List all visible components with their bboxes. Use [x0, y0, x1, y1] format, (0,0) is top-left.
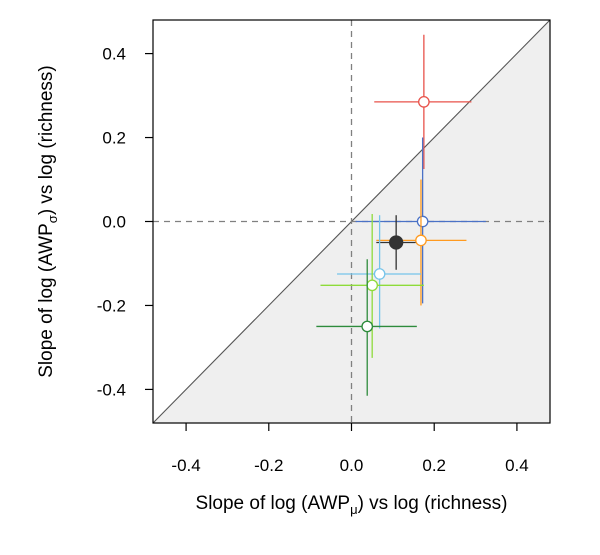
- data-point-group: [337, 215, 421, 329]
- x-tick-label: -0.4: [171, 456, 200, 475]
- data-point-group: [376, 215, 416, 270]
- data-point-group: [316, 259, 417, 396]
- x-axis-title-prefix: Slope of log (AWP: [196, 493, 351, 514]
- data-point-marker: [389, 235, 404, 250]
- y-tick-label: 0.0: [102, 213, 126, 232]
- x-axis-title: Slope of log (AWPμ) vs log (richness): [196, 493, 508, 517]
- data-point-marker: [418, 96, 430, 108]
- x-tick-label: 0.0: [340, 456, 364, 475]
- y-axis-title: Slope of log (AWPσ) vs log (richness): [36, 65, 60, 378]
- x-tick-label: 0.4: [505, 456, 529, 475]
- plot-area: [153, 20, 550, 423]
- data-point-marker: [416, 215, 429, 228]
- y-tick-label: -0.4: [97, 380, 126, 399]
- data-point-marker: [415, 234, 427, 247]
- x-tick-label: 0.2: [422, 456, 446, 475]
- y-tick-label: 0.4: [102, 45, 126, 64]
- axes: -0.4 -0.2 0.0 0.2 0.4 -0.4 -0.2 0.0 0.2 0.4: [97, 19, 551, 475]
- y-axis-title-prefix: Slope of log (AWP: [36, 223, 57, 378]
- x-axis-title-subscript: μ: [350, 502, 358, 517]
- y-tick-label: 0.2: [102, 129, 126, 148]
- y-axis-title-suffix: ) vs log (richness): [36, 65, 57, 215]
- data-point-group: [320, 213, 424, 358]
- x-tick-label: -0.2: [254, 456, 283, 475]
- data-point-group: [374, 34, 472, 170]
- y-tick-label: -0.2: [97, 296, 126, 315]
- data-point-marker: [361, 320, 374, 333]
- data-point-marker: [366, 279, 379, 292]
- data-point-marker: [373, 268, 386, 280]
- y-axis-title-subscript: σ: [45, 215, 60, 223]
- x-axis-title-suffix: ) vs log (richness): [358, 493, 508, 514]
- plot-clipped-group: [153, 20, 550, 423]
